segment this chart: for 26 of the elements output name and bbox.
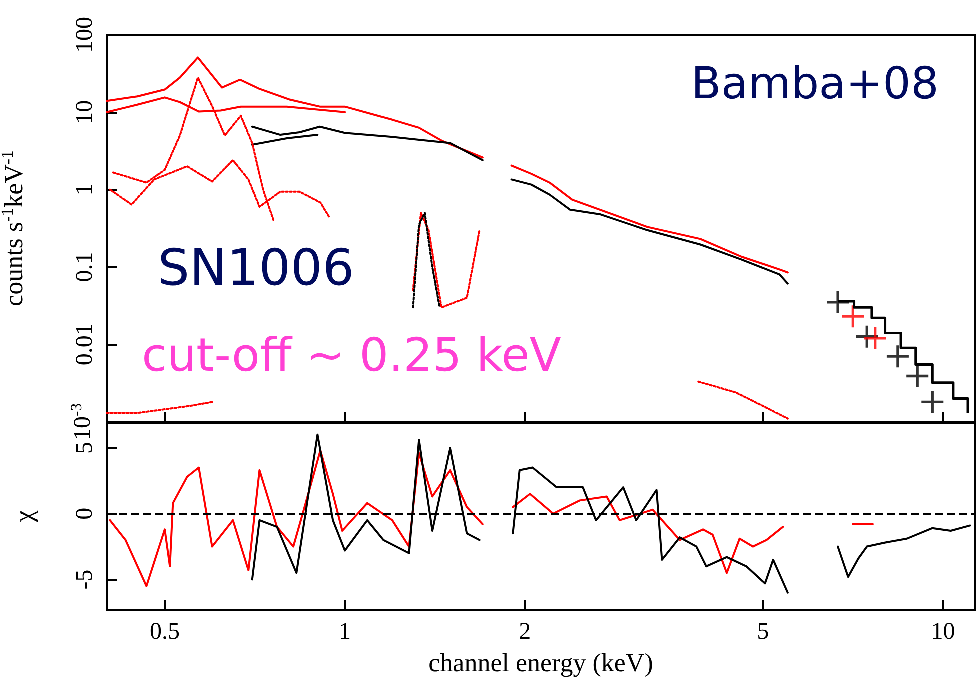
point — [842, 306, 864, 328]
point — [906, 365, 929, 388]
x-tick-label: 10 — [931, 619, 956, 645]
x-tick-label: 2 — [519, 619, 532, 645]
y-tick-label: -5 — [72, 570, 98, 590]
y-tick-label: 10-3 — [68, 403, 96, 440]
y-tick-label: 10 — [72, 100, 98, 124]
x-tick-label: 5 — [757, 619, 770, 645]
x-tick-label: 0.5 — [150, 619, 180, 645]
line-series — [412, 212, 481, 309]
y-tick-label: 0 — [72, 508, 98, 520]
y-tick-label: 0.1 — [72, 252, 98, 282]
annotation: cut-off ~ 0.25 keV — [142, 328, 562, 382]
y-axis-title: χ — [10, 510, 38, 524]
y-tick-label: 100 — [72, 17, 98, 53]
y-tick-label: 0.01 — [72, 324, 98, 366]
line-series — [412, 212, 441, 309]
x-tick-label: 1 — [339, 619, 352, 645]
y-tick-label: 1 — [72, 184, 98, 196]
point — [864, 327, 886, 350]
x-axis-title: channel energy (keV) — [428, 648, 654, 678]
y-axis-title: counts s-1keV-1 — [0, 150, 28, 306]
y-tick-label: 5 — [72, 442, 98, 454]
point — [886, 346, 909, 368]
annotation: SN1006 — [158, 239, 354, 297]
annotation: Bamba+08 — [691, 58, 940, 110]
